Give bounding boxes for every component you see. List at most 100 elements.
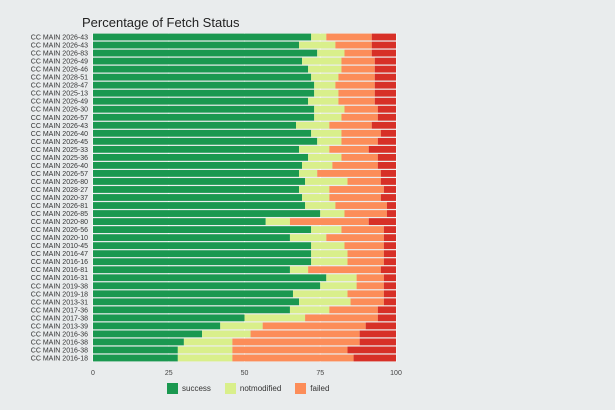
y-tick-label: CC MAIN 2026-57 (31, 171, 88, 178)
y-tick-label: CC MAIN 2016-18 (31, 355, 88, 362)
y-tick-label: CC MAIN 2026-49 (31, 99, 88, 106)
y-tick-label: CC MAIN 2016-36 (31, 331, 88, 338)
bar-error (371, 33, 396, 41)
bar-notmodified (296, 121, 330, 129)
bar-error (374, 89, 396, 97)
chart-legend: success notmodified failed (167, 383, 329, 394)
bar-failed (344, 242, 384, 250)
bar-notmodified (220, 322, 263, 330)
bar-success (93, 226, 312, 234)
bar-notmodified (299, 186, 330, 193)
bar-notmodified (299, 41, 336, 49)
bar-success (93, 137, 318, 145)
bar-failed (344, 210, 387, 217)
bar-error (380, 170, 396, 177)
bar-notmodified (311, 33, 327, 41)
bar-error (377, 113, 396, 121)
bar-error (353, 354, 396, 362)
bar-failed (347, 178, 381, 185)
y-tick-label: CC MAIN 2010-45 (31, 243, 88, 250)
bar-notmodified (302, 161, 333, 169)
bar-notmodified (308, 97, 339, 105)
bar-error (374, 73, 396, 81)
bar-success (93, 81, 315, 89)
bar-failed (326, 33, 372, 41)
bar-failed (329, 121, 372, 129)
bar-failed (329, 186, 384, 193)
y-tick-label: CC MAIN 2026-83 (31, 51, 88, 58)
bar-failed (305, 314, 378, 322)
bar-success (93, 314, 245, 322)
bar-notmodified (317, 49, 345, 57)
y-tick-label: CC MAIN 2026-43 (31, 123, 88, 130)
bar-notmodified (311, 242, 345, 250)
bar-error (383, 298, 396, 306)
bar-success (93, 250, 312, 258)
y-tick-label: CC MAIN 2016-47 (31, 251, 88, 258)
bar-failed (232, 354, 354, 362)
bar-notmodified (302, 57, 342, 65)
y-tick-label: CC MAIN 2028-47 (31, 83, 88, 90)
bar-error (371, 121, 396, 129)
bar-error (377, 314, 396, 322)
y-tick-label: CC MAIN 2017-38 (31, 315, 88, 322)
y-tick-label: CC MAIN 2026-40 (31, 131, 88, 138)
bar-success (93, 354, 178, 362)
bar-notmodified (265, 218, 290, 225)
legend-swatch-success (167, 383, 178, 394)
bar-error (368, 218, 396, 225)
bar-failed (350, 298, 384, 306)
bar-notmodified (292, 290, 348, 298)
x-tick-label: 50 (241, 370, 249, 377)
bar-error (374, 57, 396, 65)
bar-error (383, 186, 396, 193)
bar-success (93, 97, 309, 105)
bar-success (93, 49, 318, 57)
bar-notmodified (314, 89, 339, 97)
bar-notmodified (314, 113, 342, 121)
y-tick-label: CC MAIN 2025-13 (31, 91, 88, 98)
bar-error (383, 242, 396, 250)
legend-swatch-notmodified (224, 383, 236, 394)
bar-error (359, 338, 396, 346)
bar-success (93, 170, 300, 177)
x-tick-label: 75 (316, 370, 324, 377)
bar-success (93, 338, 184, 346)
y-tick-label: CC MAIN 2016-16 (31, 259, 88, 266)
bar-notmodified (202, 330, 251, 338)
bar-failed (329, 306, 378, 314)
bar-notmodified (311, 73, 339, 81)
bar-notmodified (320, 210, 345, 217)
bar-error (368, 145, 396, 153)
bar-success (93, 346, 178, 354)
bar-success (93, 186, 300, 193)
bar-success (93, 121, 297, 129)
y-tick-label: CC MAIN 2020-37 (31, 195, 88, 202)
bar-notmodified (314, 81, 336, 89)
legend-item-failed: failed (295, 383, 329, 394)
bar-failed (341, 226, 384, 234)
chart-title: Percentage of Fetch Status (82, 15, 240, 30)
bar-error (371, 41, 396, 49)
bar-failed (341, 65, 375, 73)
bar-error (383, 234, 396, 242)
bar-success (93, 129, 312, 137)
y-tick-label: CC MAIN 2026-57 (31, 115, 88, 122)
bar-notmodified (302, 194, 330, 201)
bar-failed (308, 266, 381, 274)
y-tick-label: CC MAIN 2019-38 (31, 283, 88, 290)
bar-notmodified (308, 65, 342, 73)
bar-success (93, 322, 221, 330)
bar-success (93, 282, 321, 290)
legend-label-success: success (182, 384, 211, 393)
bar-failed (344, 105, 378, 113)
bar-failed (329, 194, 381, 201)
bar-error (383, 290, 396, 298)
bar-error (383, 250, 396, 258)
bar-error (359, 330, 396, 338)
legend-swatch-failed (295, 383, 307, 394)
bar-notmodified (244, 314, 306, 322)
bar-error (383, 258, 396, 266)
bar-failed (344, 49, 372, 57)
